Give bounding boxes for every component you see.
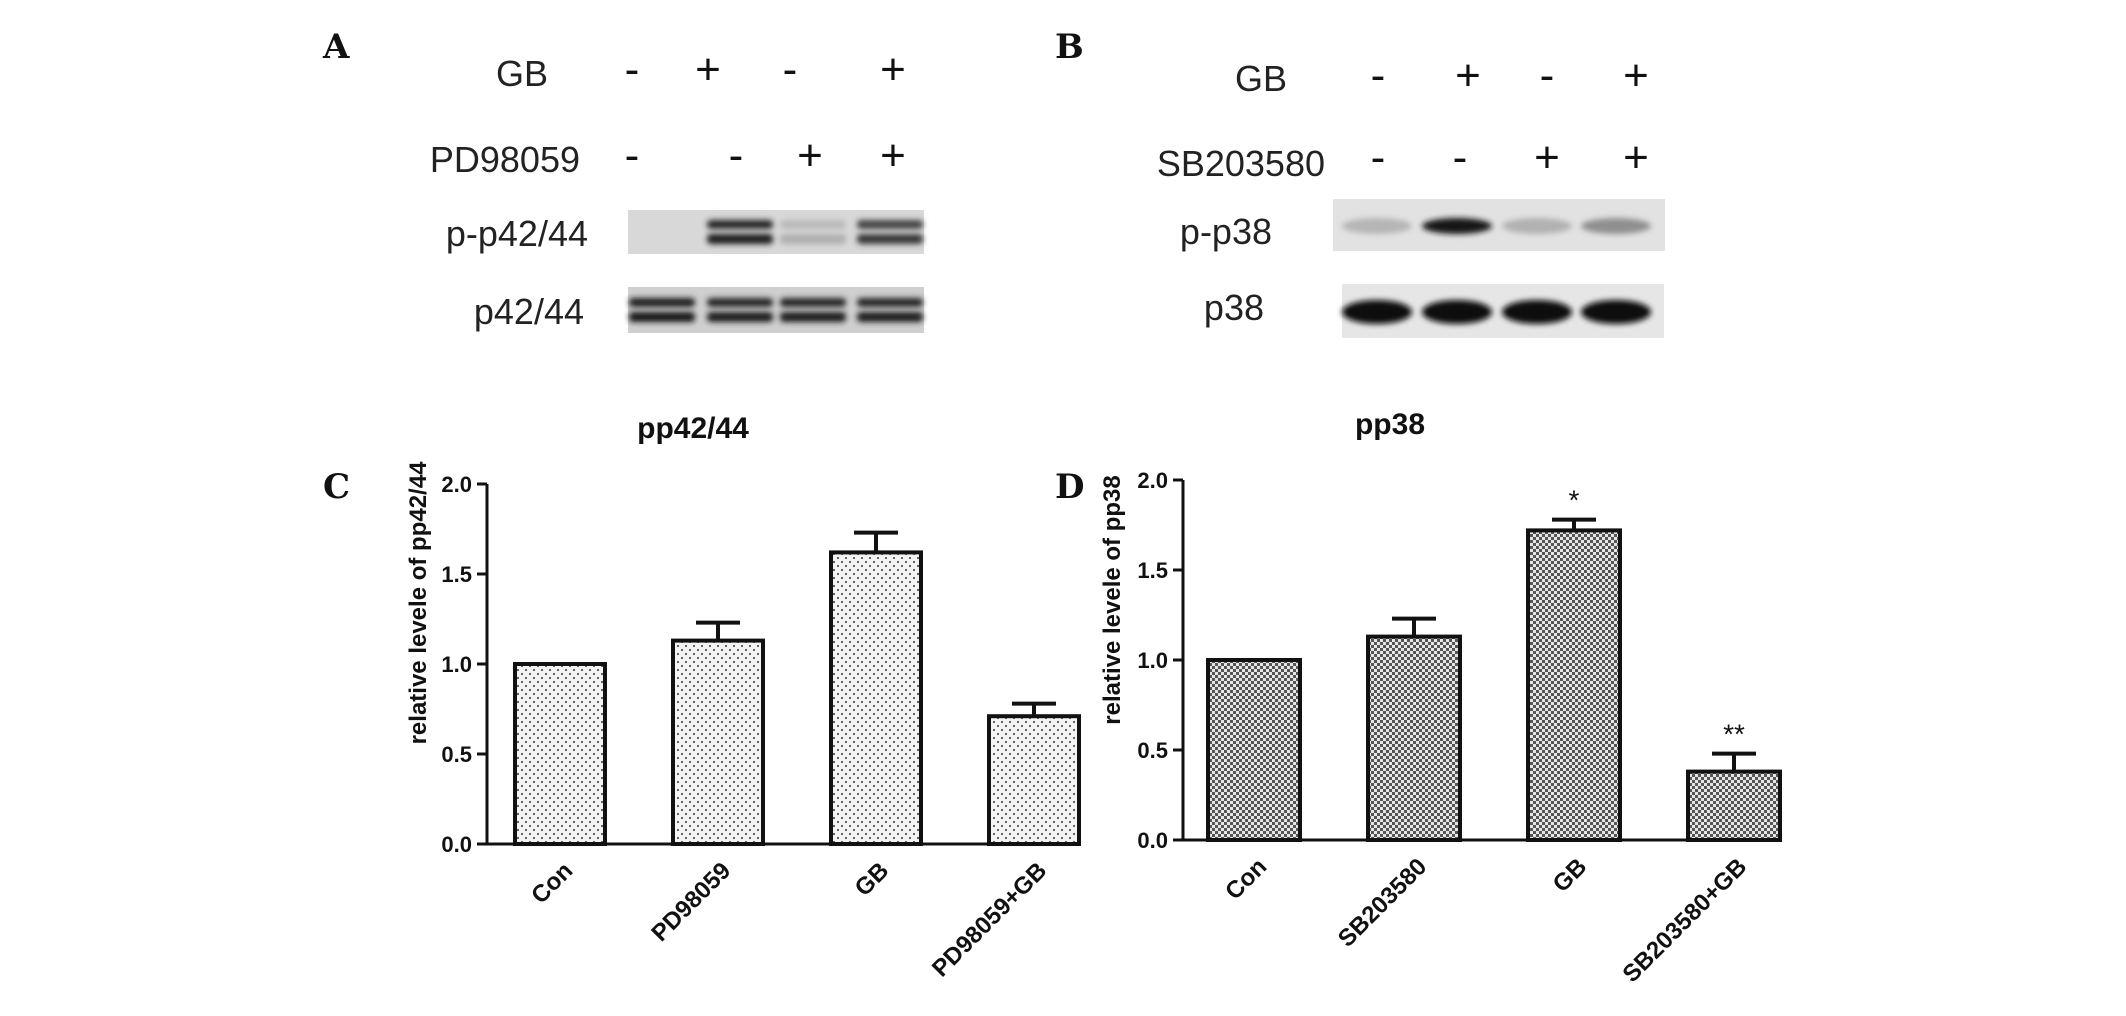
- blot-band: [857, 234, 923, 244]
- treatment-sign: +: [880, 45, 906, 94]
- bar-pd98059-gb: [987, 714, 1081, 847]
- treatment-sign: -: [625, 45, 640, 94]
- blot-band: [707, 234, 773, 244]
- x-tick-label: SB203580: [1333, 853, 1432, 952]
- treatment-sign: -: [1371, 133, 1386, 182]
- treatment-sign: -: [1453, 133, 1468, 182]
- bar-sb203580-gb: [1686, 769, 1782, 842]
- treatment-label-gb: GB: [1235, 58, 1287, 99]
- blot-band: [707, 298, 773, 307]
- y-tick-label: 0.0: [441, 832, 472, 857]
- blot-band: [629, 298, 695, 307]
- treatment-sign: -: [1540, 51, 1555, 100]
- bar-chart-pp42-44: pp42/44 relative levele of pp42/44 0.0 0.…: [405, 412, 1081, 982]
- significance-marker: *: [1569, 485, 1580, 516]
- y-axis-label: relative levele of pp38: [1099, 475, 1126, 724]
- x-tick-label: Con: [1220, 853, 1272, 905]
- blot-strip-p-p42-44: [628, 210, 924, 254]
- bar-con: [513, 662, 607, 846]
- x-tick-label: PD98059: [646, 857, 736, 947]
- blot-row-label-p42-44: p42/44: [474, 291, 584, 332]
- blot-band: [1581, 300, 1651, 324]
- western-blot-panel-a: GB PD98059 - + - + - - + + p-p42/44 p42/44: [430, 45, 924, 333]
- y-tick-label: 1.5: [1137, 558, 1168, 583]
- bar-con: [1206, 658, 1302, 842]
- treatment-sign: +: [1623, 133, 1649, 182]
- bar-gb: [829, 550, 923, 847]
- significance-marker: **: [1723, 719, 1745, 750]
- blot-band: [1422, 218, 1492, 234]
- blot-band: [857, 220, 923, 229]
- y-tick-label: 1.0: [1137, 648, 1168, 673]
- panel-letter-a: A: [322, 27, 350, 67]
- blot-band: [857, 298, 923, 307]
- chart-title: pp42/44: [637, 412, 749, 445]
- x-tick-label: PD98059+GB: [927, 857, 1052, 982]
- blot-band: [1422, 300, 1492, 324]
- y-tick-label: 1.5: [441, 562, 472, 587]
- blot-band: [1342, 300, 1412, 324]
- treatment-sign: +: [1534, 133, 1560, 182]
- blot-band: [629, 312, 695, 322]
- bar-sb203580: [1366, 634, 1462, 842]
- blot-row-label-p-p42-44: p-p42/44: [446, 213, 588, 254]
- treatment-label-gb: GB: [496, 53, 548, 94]
- blot-band: [780, 220, 846, 229]
- bar-gb: [1526, 528, 1622, 843]
- blot-row-label-p38: p38: [1204, 287, 1264, 328]
- y-tick-label: 2.0: [1137, 468, 1168, 493]
- panel-letter-d: D: [1055, 467, 1084, 507]
- y-tick-label: 0.5: [441, 742, 472, 767]
- y-tick-label: 0.0: [1137, 828, 1168, 853]
- blot-row-label-p-p38: p-p38: [1180, 211, 1272, 252]
- blot-band: [780, 312, 846, 322]
- treatment-sign: +: [797, 131, 823, 180]
- treatment-sign: -: [1371, 51, 1386, 100]
- treatment-sign: -: [625, 131, 640, 180]
- treatment-sign: -: [729, 131, 744, 180]
- x-tick-label: Con: [526, 857, 578, 909]
- blot-band: [707, 312, 773, 322]
- treatment-sign: -: [783, 45, 798, 94]
- y-tick-label: 2.0: [441, 472, 472, 497]
- x-tick-label: SB203580+GB: [1618, 853, 1753, 988]
- treatment-sign: +: [1623, 51, 1649, 100]
- blot-band: [857, 312, 923, 322]
- chart-title: pp38: [1355, 408, 1425, 441]
- blot-band: [707, 220, 773, 229]
- blot-strip-p42-44: [628, 287, 924, 333]
- y-axis-label: relative levele of pp42/44: [405, 461, 432, 744]
- y-tick-label: 1.0: [441, 652, 472, 677]
- x-tick-label: GB: [850, 857, 895, 902]
- panel-letter-b: B: [1055, 27, 1084, 67]
- blot-band: [1342, 218, 1412, 234]
- bar-chart-pp38: pp38 relative levele of pp38 0.0 0.5 1.0 1.…: [1099, 408, 1782, 988]
- x-tick-label: GB: [1548, 853, 1593, 898]
- bar-pd98059: [671, 638, 765, 846]
- treatment-label-sb203580: SB203580: [1157, 143, 1325, 184]
- blot-band: [1581, 218, 1651, 234]
- blot-band: [1502, 218, 1572, 234]
- western-blot-panel-b: GB SB203580 - + - + - - + + p-p38 p38: [1157, 51, 1665, 338]
- treatment-sign: +: [695, 45, 721, 94]
- treatment-sign: +: [880, 131, 906, 180]
- blot-band: [1502, 300, 1572, 324]
- treatment-sign: +: [1455, 51, 1481, 100]
- y-tick-label: 0.5: [1137, 738, 1168, 763]
- treatment-label-pd98059: PD98059: [430, 139, 580, 180]
- panel-letter-c: C: [323, 467, 350, 507]
- blot-band: [780, 234, 846, 244]
- blot-band: [780, 298, 846, 307]
